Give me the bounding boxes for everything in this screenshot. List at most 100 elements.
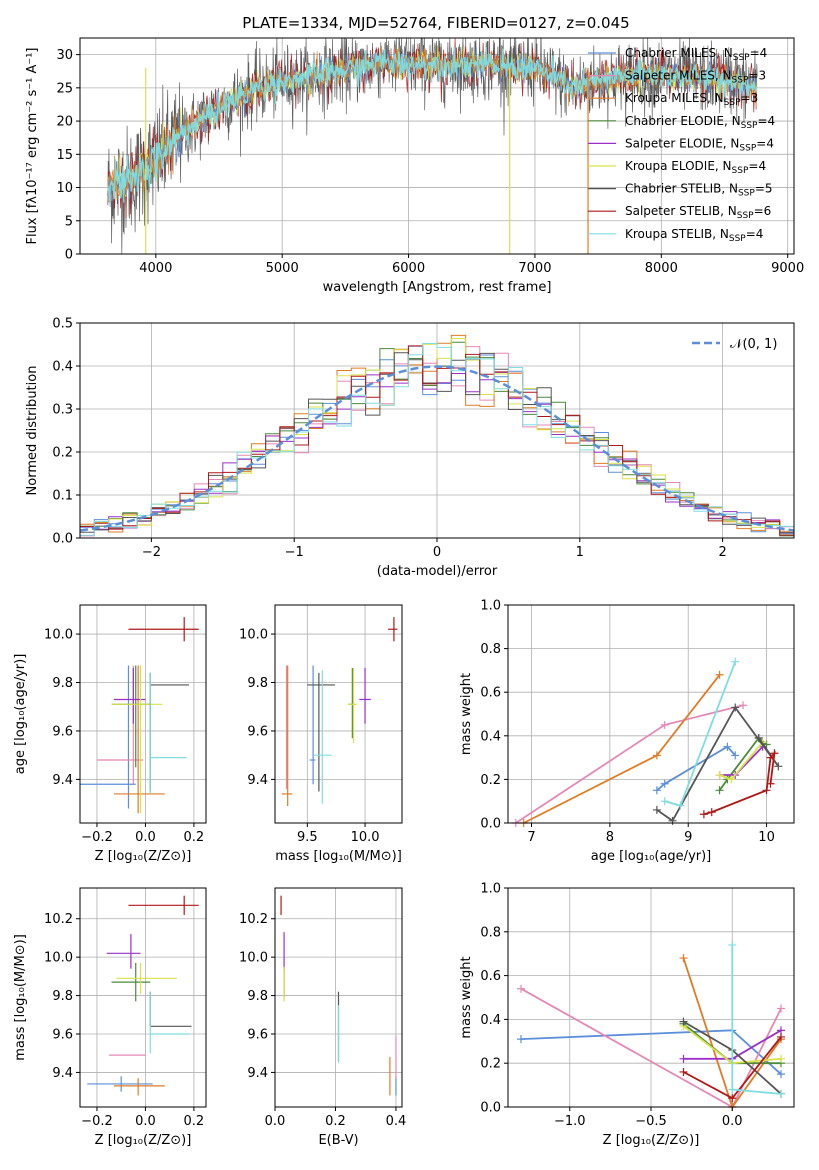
y-tick-label: 20 <box>56 115 73 130</box>
x-tick-label: −1.0 <box>554 1114 586 1129</box>
y-tick-label: 9.4 <box>52 1066 73 1081</box>
x-tick-label: 9 <box>684 830 692 845</box>
errorbar-point-kroupa-elodie <box>347 667 357 744</box>
legend-label-count: =4 <box>750 46 768 60</box>
weight-marker <box>652 805 661 814</box>
errorbar-point-chabrier-miles <box>309 665 316 785</box>
x-tick-label: 0.2 <box>184 1114 205 1129</box>
y-tick-label: 0.4 <box>480 729 501 744</box>
y-tick-label: 0.0 <box>480 817 501 832</box>
errorbar-point-chabrier-elodie <box>111 665 151 768</box>
weight-marker <box>728 1085 737 1094</box>
x-tick-label: 0.0 <box>135 1114 156 1129</box>
x-tick-label: 10 <box>758 830 775 845</box>
weight-marker <box>739 701 748 710</box>
axes-frame: 0.0 0.2 0.4 9.4 9.6 9.8 10.0 10.2 E(B-V) <box>239 887 406 1148</box>
y-tick-label: 0.0 <box>52 532 73 547</box>
weight-marker <box>679 1054 688 1063</box>
y-tick-label: 9.4 <box>52 773 73 788</box>
x-tick-label: −2 <box>142 545 161 560</box>
axes-frame: −0.2 0.0 0.2 9.4 9.6 9.8 10.0 Z [log₁₀(Z/Z⊙)] ag… <box>13 604 207 864</box>
x-tick-label: 0.0 <box>265 1114 286 1129</box>
weight-marker <box>715 771 724 780</box>
weight-marker <box>777 1032 785 1041</box>
weight-marker <box>652 786 661 795</box>
legend-label: Chabrier STELIB, NSSP=5 <box>625 182 773 199</box>
axes-border <box>79 604 207 824</box>
plot-area <box>511 657 783 827</box>
weight-marker <box>660 779 669 788</box>
errorbar-point-kroupa-stelib <box>149 672 187 794</box>
y-tick-label: 0.4 <box>480 1013 501 1028</box>
legend-label-sub: SSP <box>739 143 756 153</box>
legend-label-count: =3 <box>741 91 759 105</box>
y-tick-label: 9.6 <box>247 1028 268 1043</box>
weight-marker <box>777 1070 785 1079</box>
y-axis-label: Normed distribution <box>25 366 40 496</box>
legend-label-name: Salpeter MILES, N <box>625 69 732 83</box>
plot-area <box>281 617 398 807</box>
errorbar-point-kroupa-miles <box>281 665 293 807</box>
legend-label-sub: SSP <box>732 166 749 176</box>
x-tick-label: 0.0 <box>135 830 156 845</box>
y-tick-label: 30 <box>56 48 73 63</box>
x-tick-label: −0.5 <box>635 1114 667 1129</box>
plot-area <box>79 334 795 537</box>
axes-frame: −2 −1 0 1 2 0.0 0.1 0.2 0.3 0.4 0.5 (data-model)/er… <box>25 317 795 579</box>
x-tick-label: 5000 <box>266 261 299 276</box>
legend-label-sub: SSP <box>741 121 758 131</box>
residuals-legend: 𝒩(0, 1) <box>692 337 777 352</box>
histogram-kroupa-stelib <box>80 343 794 536</box>
errorbar-point-chabrier-stelib <box>307 672 336 792</box>
x-axis-label: Z [log₁₀(Z/Z⊙)] <box>95 849 192 864</box>
y-tick-label: 10.2 <box>239 912 268 927</box>
errorbar-point-kroupa-stelib <box>313 670 332 804</box>
x-axis-label: Z [log₁₀(Z/Z⊙)] <box>603 1133 700 1148</box>
weight-line-kroupa-miles <box>523 674 721 824</box>
y-tick-label: 25 <box>56 81 73 96</box>
legend-label-count: =4 <box>746 227 764 241</box>
y-tick-label: 0.6 <box>480 969 501 984</box>
massweight-vs-age-panel: 7 8 9 10 0.0 0.2 0.4 0.6 0.8 1.0 age [log₁₀(age/yr… <box>459 599 795 864</box>
weight-marker <box>777 1089 785 1098</box>
y-tick-label: 9.4 <box>247 1066 268 1081</box>
plot-area <box>87 895 199 1096</box>
x-tick-label: 7000 <box>518 261 551 276</box>
x-axis-label: E(B-V) <box>318 1133 358 1148</box>
plot-area <box>80 617 199 814</box>
age-vs-mass-panel: 9.5 10.0 9.4 9.6 9.8 10.0 mass [log₁₀(M/M⊙)] <box>239 604 403 864</box>
x-tick-label: 0.2 <box>325 1114 346 1129</box>
weight-marker <box>715 786 724 795</box>
weight-marker <box>660 797 669 806</box>
y-tick-label: 9.6 <box>52 724 73 739</box>
errorbar-point-salpeter-elodie <box>106 934 141 969</box>
weight-marker <box>766 753 775 762</box>
weight-marker <box>770 749 779 758</box>
legend-label-name: Chabrier MILES, N <box>625 46 733 60</box>
y-tick-label: 0.1 <box>52 489 73 504</box>
legend-label-name: Chabrier STELIB, N <box>625 182 738 196</box>
y-tick-label: 0.2 <box>480 773 501 788</box>
legend-label: Kroupa STELIB, NSSP=4 <box>625 227 763 244</box>
y-tick-label: 0.8 <box>480 925 501 940</box>
y-tick-label: 9.6 <box>52 1028 73 1043</box>
x-tick-label: 2 <box>718 545 726 560</box>
legend-label-sub: SSP <box>733 53 750 63</box>
axes-border <box>274 604 403 824</box>
y-tick-label: 0.0 <box>480 1101 501 1116</box>
x-tick-label: −1 <box>285 545 304 560</box>
axes-border <box>79 887 207 1108</box>
x-tick-label: 0 <box>433 545 441 560</box>
errorbar-point-kroupa-elodie <box>111 665 163 814</box>
axes-border <box>507 604 795 824</box>
x-axis-label: mass [log₁₀(M/M⊙)] <box>275 849 402 864</box>
x-tick-label: 0.2 <box>184 830 205 845</box>
y-tick-label: 0 <box>65 248 73 263</box>
age-vs-metallicity-panel: −0.2 0.0 0.2 9.4 9.6 9.8 10.0 Z [log₁₀(Z/Z⊙)] ag… <box>13 604 207 864</box>
y-tick-label: 9.6 <box>247 724 268 739</box>
legend-label-name: Salpeter STELIB, N <box>625 204 737 218</box>
weight-marker <box>766 779 775 788</box>
weight-marker <box>727 775 736 784</box>
spectrum-panel: 4000 5000 6000 7000 8000 9000 0 5 10 15 20 25 30 wave… <box>25 37 804 295</box>
weight-marker <box>679 1067 688 1076</box>
